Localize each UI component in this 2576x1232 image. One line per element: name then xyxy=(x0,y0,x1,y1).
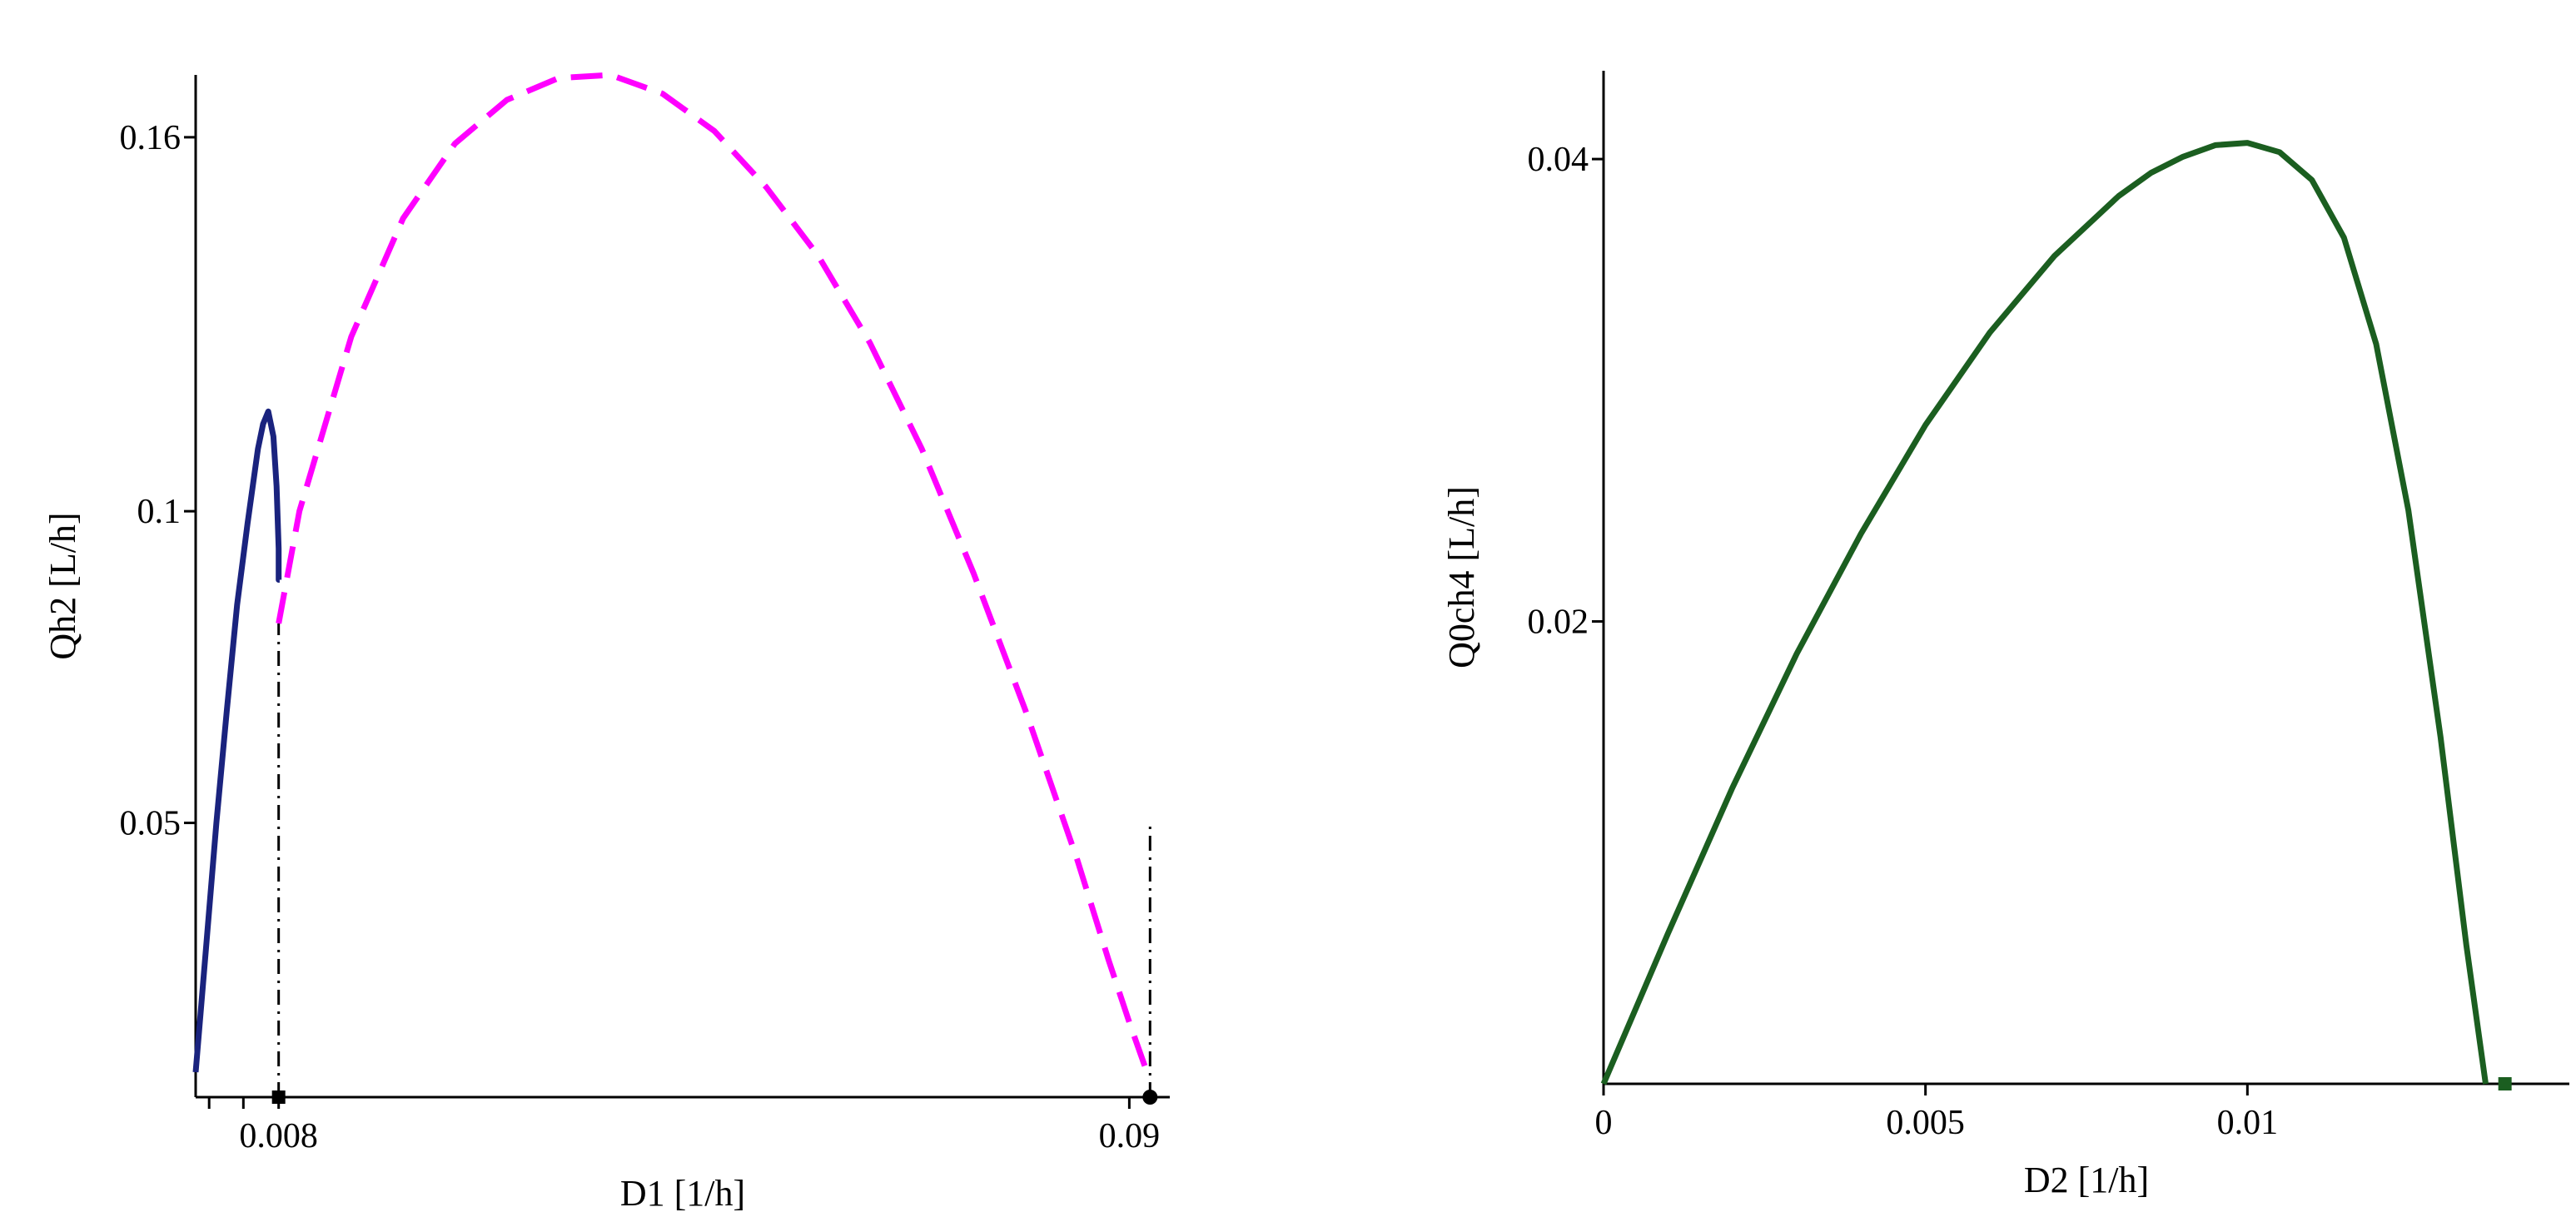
square-marker xyxy=(2498,1077,2512,1090)
right-chart: 0 0.005 0.01 0.02 0.04 D2 [1/h] Q0ch4 [L/h] xyxy=(1441,71,2569,1200)
y-tick-label: 0.1 xyxy=(137,493,182,531)
x-tick-label: 0.005 xyxy=(1886,1104,1965,1142)
x-axis-label: D1 [1/h] xyxy=(620,1173,745,1214)
y-tick-label: 0.16 xyxy=(120,119,182,157)
y-tick-label: 0.04 xyxy=(1528,141,1589,179)
x-axis-label: D2 [1/h] xyxy=(2024,1160,2149,1200)
square-marker xyxy=(271,1090,286,1104)
x-tick-label: 0.008 xyxy=(239,1117,318,1155)
dashed-series-line xyxy=(276,72,1150,1074)
x-tick-label: 0.09 xyxy=(1099,1117,1161,1155)
y-axis-label: Q0ch4 [L/h] xyxy=(1441,486,1482,668)
y-tick-label: 0.05 xyxy=(120,805,182,843)
left-chart: 0.008 0.09 0.05 0.1 0.16 D1 [1/h] Qh2 [L/h] xyxy=(42,72,1170,1214)
y-axis-label: Qh2 [L/h] xyxy=(42,512,83,659)
solid-series-line xyxy=(192,408,282,1073)
x-tick-label: 0.01 xyxy=(2217,1104,2279,1142)
y-tick-label: 0.02 xyxy=(1528,604,1589,642)
x-tick-label: 0 xyxy=(1595,1104,1613,1142)
solid-series-line xyxy=(1600,140,2489,1085)
circle-marker xyxy=(1142,1090,1158,1105)
